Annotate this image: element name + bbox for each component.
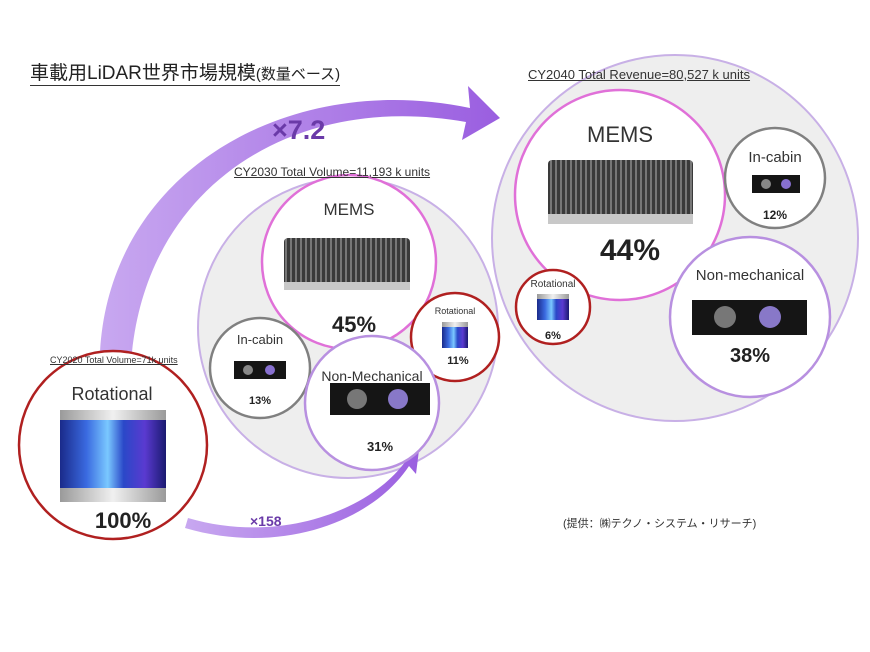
cy2030-total-label: CY2030 Total Volume=11,193 k units: [234, 165, 431, 179]
growth-arrow-large: [100, 86, 500, 352]
cy2030-rotational-label: Rotational: [434, 306, 476, 316]
cy2020-rotational-label: Rotational: [71, 384, 153, 404]
cy2040-rotational-label: Rotational: [530, 279, 576, 290]
cy2020-total-label: CY2020 Total Volume=71k units: [50, 355, 178, 365]
growth-arrow-small: [185, 442, 420, 539]
cy2030-mems-label: MEMS: [323, 200, 375, 219]
rotational-sensor-image-2040: [537, 294, 569, 320]
mems-sensor-image-2040: [548, 160, 693, 224]
cy2040-mems-share: 44%: [599, 234, 661, 267]
rotational-sensor-image-2030: [442, 322, 468, 348]
cy2040-nonmech-share: 38%: [729, 345, 771, 367]
cy2030-incabin-label: In-cabin: [236, 332, 284, 347]
page-title: 車載用LiDAR世界市場規模(数量ベース): [30, 63, 341, 86]
growth-label-2020-2030: ×158: [250, 513, 282, 529]
source-credit: (提供：㈱テクノ・システム・リサーチ): [563, 518, 757, 530]
cy2030-incabin-share: 13%: [248, 395, 272, 407]
cy2020-rotational-share: 100%: [94, 508, 152, 533]
growth-label-2030-2040: ×7.2: [272, 115, 326, 145]
cy2040-incabin-label: In-cabin: [748, 149, 802, 166]
incabin-sensor-image-2030: [234, 361, 286, 379]
cy2040-rotational-share: 6%: [545, 330, 561, 342]
rotational-sensor-image-2020: [60, 410, 166, 502]
title-suffix: (数量ベース): [255, 66, 341, 83]
cy2040-nonmech-label: Non-mechanical: [695, 267, 805, 284]
cy2040-total-label: CY2040 Total Revenue=80,527 k units: [528, 67, 751, 82]
cy2040-mems-label: MEMS: [587, 122, 653, 147]
cy2040-incabin-share: 12%: [762, 208, 788, 222]
nonmech-sensor-image-2040: [692, 300, 807, 335]
cy2030-nonmech-label: Non-Mechanical: [321, 368, 423, 384]
cy2030-mems-share: 45%: [331, 312, 377, 337]
cy2030-nonmech-share: 31%: [366, 439, 394, 454]
cy2030-rotational-share: 11%: [447, 355, 469, 367]
mems-sensor-image-2030: [284, 238, 410, 290]
nonmech-sensor-image-2030: [330, 383, 430, 415]
incabin-sensor-image-2040: [752, 175, 800, 193]
title-main: 車載用LiDAR世界市場規模: [30, 63, 256, 84]
